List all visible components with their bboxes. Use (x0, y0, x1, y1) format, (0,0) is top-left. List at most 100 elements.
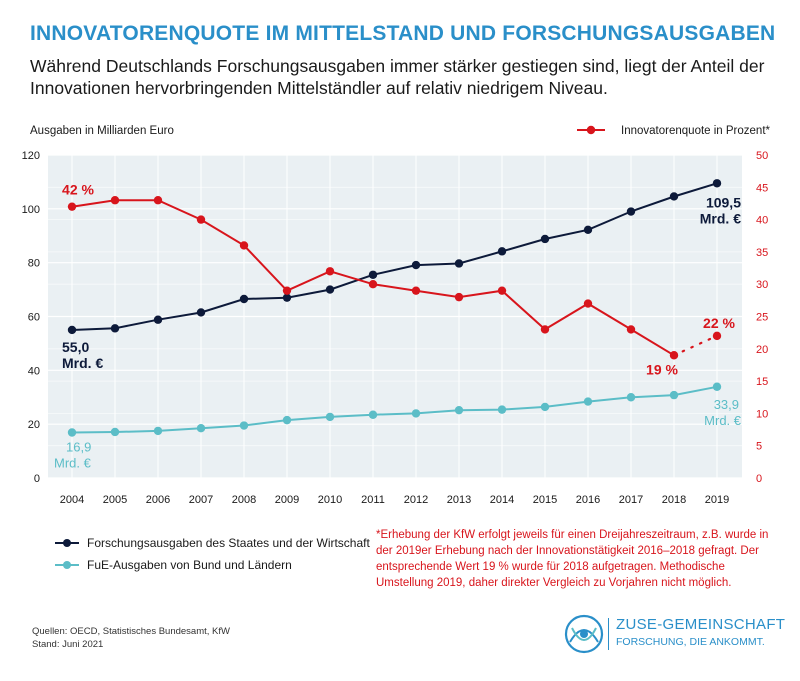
series-0-point-2013 (454, 259, 464, 268)
status-date: Stand: Juni 2021 (32, 639, 104, 650)
x-tick-label: 2008 (232, 494, 256, 506)
right-axis-title: Innovatorenquote in Prozent* (621, 125, 770, 137)
right-tick-label: 20 (756, 344, 768, 356)
logo-tagline: FORSCHUNG, DIE ANKOMMT. (616, 636, 765, 648)
series-0-point-2006 (153, 315, 163, 324)
right-tick-label: 30 (756, 279, 768, 291)
right-tick-label: 0 (756, 473, 762, 485)
left-tick-label: 40 (28, 365, 40, 377)
series-1-point-2010 (325, 412, 335, 422)
series-1-point-2012 (411, 409, 421, 418)
series-2-point-2013 (454, 292, 464, 302)
series-0-point-2015 (540, 234, 550, 244)
legend-label-forsch: Forschungsausgaben des Staates und der W… (87, 536, 370, 550)
left-tick-label: 20 (28, 419, 40, 431)
right-tick-label: 50 (756, 150, 768, 162)
annotation-forsch-last-unit: Mrd. € (700, 210, 741, 226)
annotation-forsch-first-unit: Mrd. € (62, 355, 103, 371)
logo-divider (608, 618, 609, 650)
series-2-point-2018 (669, 351, 679, 360)
series-2-point-2007 (196, 215, 206, 224)
series-0-point-2008 (239, 294, 249, 304)
right-tick-label: 40 (756, 215, 768, 227)
annotation-fue-last-value: 33,9 (714, 397, 739, 412)
series-1-point-2005 (110, 427, 120, 437)
series-0-point-2018 (669, 192, 679, 201)
left-tick-label: 0 (34, 473, 40, 485)
x-tick-label: 2005 (103, 494, 127, 506)
series-1-point-2019 (712, 382, 722, 391)
series-0-point-2005 (110, 324, 120, 333)
series-0-point-2010 (325, 285, 335, 294)
series-1-point-2017 (626, 393, 636, 402)
annotation-forsch-last-value: 109,5 (706, 194, 741, 210)
left-tick-label: 120 (22, 150, 40, 162)
series-0-point-2014 (497, 247, 507, 256)
legend-item-forsch: Forschungsausgaben des Staates und der W… (55, 532, 370, 554)
x-tick-label: 2018 (662, 494, 686, 506)
right-tick-label: 25 (756, 312, 768, 324)
left-tick-label: 100 (22, 204, 40, 216)
annotation-innov-last: 22 % (703, 315, 735, 331)
series-1-point-2011 (368, 410, 378, 419)
series-2-point-2009 (282, 286, 292, 295)
series-dotted-segment-2 (672, 334, 719, 357)
x-tick-label: 2011 (361, 494, 385, 506)
x-tick-label: 2013 (447, 494, 471, 506)
series-2-point-2012 (411, 286, 421, 295)
right-tick-label: 35 (756, 247, 768, 259)
series-2-point-2006 (153, 196, 163, 205)
series-2-point-2004 (67, 202, 77, 211)
right-tick-label: 15 (756, 376, 768, 388)
series-1-point-2007 (196, 424, 206, 433)
x-tick-label: 2016 (576, 494, 600, 506)
series-1-point-2008 (239, 421, 249, 430)
series-2-point-2005 (110, 196, 120, 205)
x-tick-label: 2014 (490, 494, 514, 506)
series-2-point-2016 (583, 299, 593, 308)
series-1-point-2018 (669, 390, 679, 400)
series-0-point-2007 (196, 308, 206, 317)
annotation-innov-first: 42 % (62, 182, 94, 198)
series-1-point-2009 (282, 415, 292, 425)
series-1-point-2015 (540, 402, 550, 412)
left-tick-label: 60 (28, 312, 40, 324)
series-2-point-2008 (239, 241, 249, 250)
series-0-point-2019 (712, 179, 722, 188)
annotation-fue-first-unit: Mrd. € (54, 456, 92, 471)
right-tick-label: 45 (756, 182, 768, 194)
series-1-point-2013 (454, 405, 464, 415)
series-line-0 (71, 182, 718, 331)
series-2-point-2017 (626, 325, 636, 334)
series-1-point-2016 (583, 397, 593, 406)
sources-line: Quellen: OECD, Statistisches Bundesamt, … (32, 626, 230, 637)
series-2-point-2015 (540, 325, 550, 334)
series-1-point-2006 (153, 426, 163, 436)
x-tick-label: 2009 (275, 494, 299, 506)
series-0-point-2017 (626, 207, 636, 216)
page-title: INNOVATORENQUOTE IM MITTELSTAND UND FORS… (30, 22, 776, 45)
logo-mark-icon (564, 614, 604, 654)
right-tick-label: 5 (756, 441, 762, 453)
series-1-point-2014 (497, 405, 507, 414)
logo-name: ZUSE-GEMEINSCHAFT (616, 616, 786, 633)
x-tick-label: 2017 (619, 494, 643, 506)
series-0-point-2004 (67, 325, 77, 335)
page-subtitle: Während Deutschlands Forschungsausgaben … (30, 56, 765, 98)
legend-marker-fue (55, 561, 79, 569)
x-tick-label: 2006 (146, 494, 170, 506)
series-1-point-2004 (67, 428, 77, 437)
zuse-logo: ZUSE-GEMEINSCHAFT FORSCHUNG, DIE ANKOMMT… (562, 612, 785, 656)
right-tick-label: 10 (756, 408, 768, 420)
annotation-fue-first-value: 16,9 (66, 440, 91, 455)
series-0-point-2009 (282, 293, 292, 302)
series-0-point-2016 (583, 225, 593, 235)
annotation-innov-2018: 19 % (646, 361, 678, 377)
series-0-point-2011 (368, 270, 378, 279)
series-2-point-2019 (712, 331, 722, 341)
legend-item-fue: FuE-Ausgaben von Bund und Ländern (55, 554, 370, 576)
legend-label-fue: FuE-Ausgaben von Bund und Ländern (87, 558, 292, 572)
x-tick-label: 2015 (533, 494, 557, 506)
